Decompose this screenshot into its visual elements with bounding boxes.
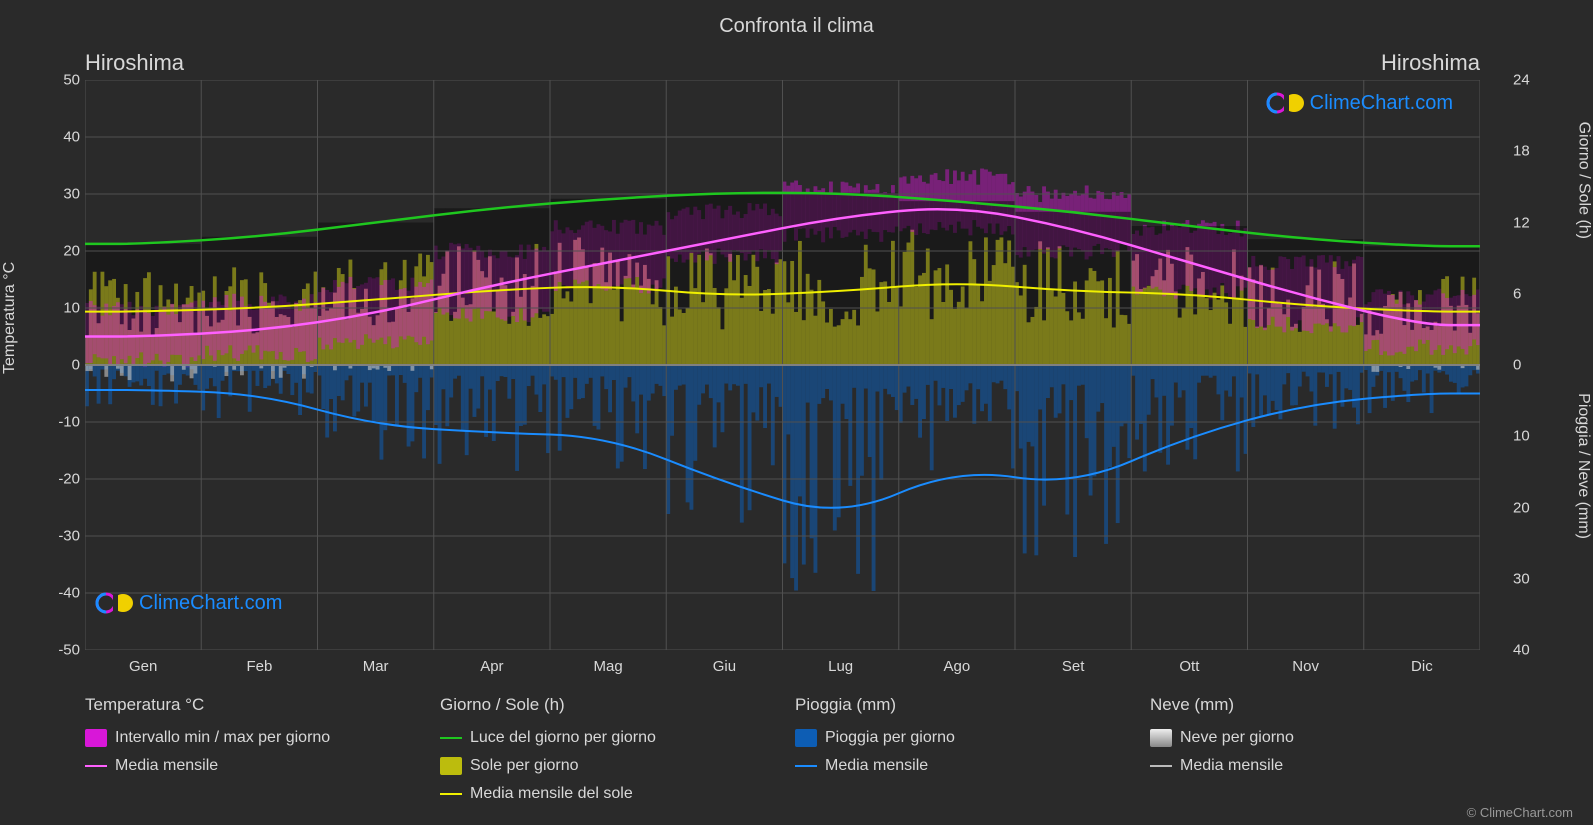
x-tick: Gen — [129, 658, 157, 675]
y-left-tick: 0 — [50, 357, 80, 374]
y-axis-right-top-title: Giorno / Sole (h) — [1574, 122, 1592, 239]
y-left-tick: 20 — [50, 243, 80, 260]
chart-title: Confronta il clima — [0, 0, 1593, 38]
logo-icon — [95, 590, 135, 616]
y-right-tick: 10 — [1513, 428, 1543, 445]
y-left-tick: 30 — [50, 186, 80, 203]
x-tick: Ago — [944, 658, 971, 675]
legend-col-rain: Pioggia (mm) Pioggia per giorno Media me… — [795, 695, 1150, 813]
location-label-left: Hiroshima — [85, 50, 184, 76]
y-left-tick: -30 — [50, 528, 80, 545]
y-right-tick: 24 — [1513, 72, 1543, 89]
y-left-tick: -50 — [50, 642, 80, 659]
y-right-tick: 40 — [1513, 642, 1543, 659]
legend-col-day: Giorno / Sole (h) Luce del giorno per gi… — [440, 695, 795, 813]
x-tick: Set — [1062, 658, 1085, 675]
y-right-tick: 20 — [1513, 499, 1543, 516]
legend: Temperatura °C Intervallo min / max per … — [85, 695, 1505, 813]
x-tick: Giu — [713, 658, 736, 675]
brand-logo-top: ClimeChart.com — [1266, 90, 1453, 116]
y-right-tick: 6 — [1513, 285, 1543, 302]
x-tick: Mag — [594, 658, 623, 675]
y-left-tick: 40 — [50, 129, 80, 146]
x-tick: Feb — [246, 658, 272, 675]
legend-col-snow: Neve (mm) Neve per giorno Media mensile — [1150, 695, 1505, 813]
y-right-tick: 30 — [1513, 570, 1543, 587]
brand-logo-bottom: ClimeChart.com — [95, 590, 282, 616]
y-right-tick: 0 — [1513, 357, 1543, 374]
y-right-tick: 12 — [1513, 214, 1543, 231]
y-left-tick: -40 — [50, 585, 80, 602]
y-left-tick: -10 — [50, 414, 80, 431]
x-tick: Apr — [480, 658, 503, 675]
chart-plot-area — [85, 80, 1480, 650]
copyright-text: © ClimeChart.com — [1467, 805, 1573, 820]
x-tick: Lug — [828, 658, 853, 675]
y-right-tick: 18 — [1513, 143, 1543, 160]
y-axis-right-bottom-title: Pioggia / Neve (mm) — [1574, 393, 1592, 539]
x-tick: Mar — [363, 658, 389, 675]
logo-icon — [1266, 90, 1306, 116]
x-tick: Ott — [1179, 658, 1199, 675]
y-left-tick: 10 — [50, 300, 80, 317]
chart-lines — [85, 80, 1480, 650]
location-label-right: Hiroshima — [1381, 50, 1480, 76]
x-tick: Dic — [1411, 658, 1433, 675]
y-axis-left-title: Temperatura °C — [1, 262, 19, 374]
y-left-tick: -20 — [50, 471, 80, 488]
x-tick: Nov — [1292, 658, 1319, 675]
y-left-tick: 50 — [50, 72, 80, 89]
legend-col-temp: Temperatura °C Intervallo min / max per … — [85, 695, 440, 813]
